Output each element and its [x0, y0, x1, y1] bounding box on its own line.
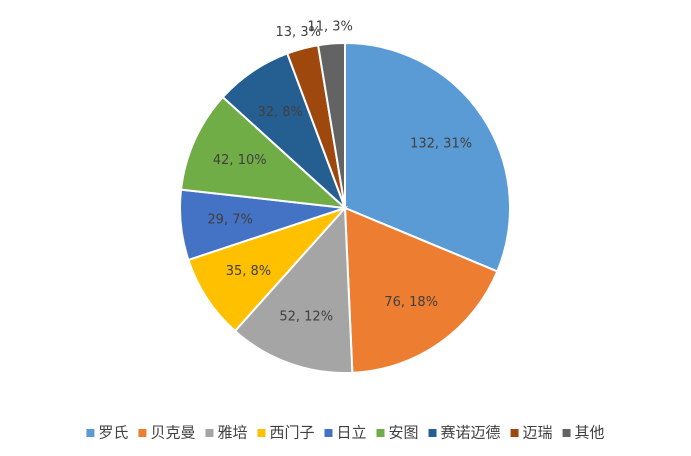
legend-swatch — [138, 429, 147, 437]
data-label: 42, 10% — [213, 153, 267, 168]
data-label: 29, 7% — [207, 213, 252, 228]
legend-swatch — [562, 429, 571, 437]
legend-label: 罗氏 — [98, 424, 128, 442]
legend-swatch — [257, 429, 266, 437]
pie-slice — [179, 95, 348, 210]
legend-label: 迈瑞 — [523, 424, 553, 442]
legend-label: 雅培 — [217, 424, 247, 442]
data-label: 13, 3% — [276, 25, 321, 40]
legend-label: 日立 — [336, 424, 366, 442]
pie-slice — [316, 41, 346, 209]
legend-label: 贝克曼 — [150, 424, 195, 442]
legend: 罗氏 贝克曼 雅培 西门子 日立 安图 赛诺迈德 迈瑞 其他 — [86, 424, 605, 442]
legend-label: 赛诺迈德 — [441, 424, 501, 442]
pie-slice — [344, 41, 511, 273]
legend-swatch — [324, 429, 333, 437]
legend-swatch — [205, 429, 214, 437]
legend-swatch — [510, 429, 519, 437]
pie-slice — [343, 206, 499, 374]
data-label: 52, 12% — [279, 309, 333, 324]
legend-label: 安图 — [389, 424, 419, 442]
legend-label: 西门子 — [269, 424, 314, 442]
legend-swatch — [86, 429, 95, 437]
data-label: 35, 8% — [226, 264, 271, 279]
data-label: 11, 3% — [307, 20, 352, 35]
pie-slice — [233, 205, 354, 374]
data-label: 132, 31% — [410, 136, 472, 151]
legend-label: 其他 — [575, 424, 605, 442]
data-label: 76, 18% — [384, 295, 438, 310]
data-label: 32, 8% — [257, 105, 302, 120]
pie-slice — [187, 205, 349, 333]
legend-swatch — [376, 429, 385, 437]
legend-swatch — [428, 429, 437, 437]
